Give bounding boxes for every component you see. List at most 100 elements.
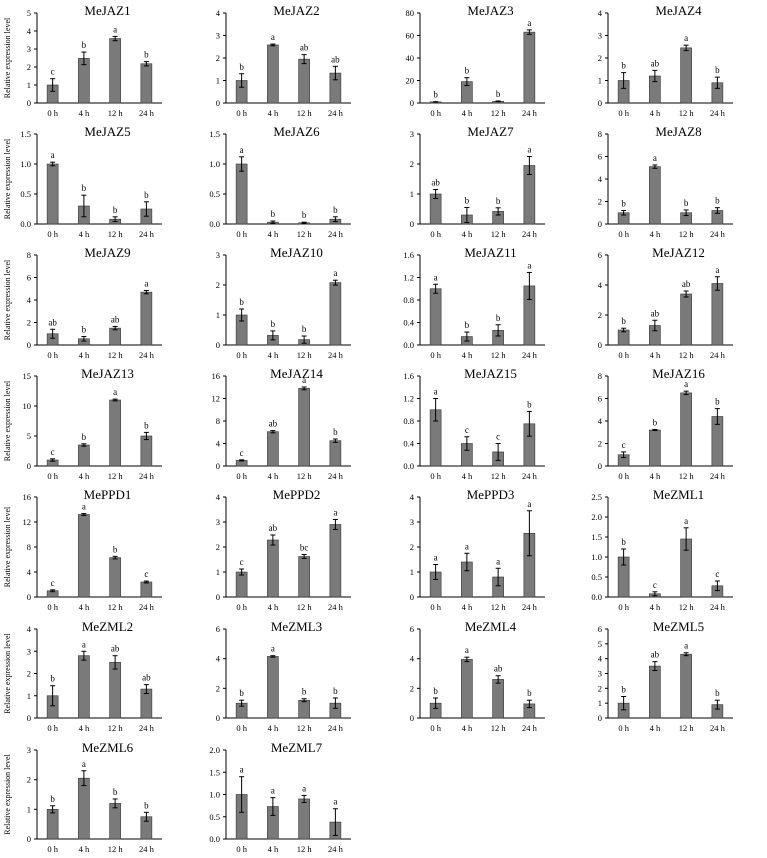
y-tick-label: 8 — [216, 416, 220, 426]
panel-mezml4: MeZML4 0 2 4 6 b 0 h a 4 h ab 12 h b 24 h — [410, 619, 545, 733]
x-tick-label: 4 h — [79, 723, 90, 733]
x-tick-label: 24 h — [710, 471, 726, 481]
x-tick-label: 4 h — [79, 844, 90, 854]
panel-mezml2: MeZML2 0 1 2 3 4 Relative expression level b 0 h… — [3, 619, 162, 733]
y-tick-label: 0 — [598, 219, 602, 229]
x-tick-label: 12 h — [297, 108, 313, 118]
bar — [78, 655, 90, 719]
panel-meppd2: MePPD2 0 1 2 3 4 c 0 h ab 4 h bc 12 h a 24 h — [216, 487, 351, 612]
significance-letter: b — [113, 787, 118, 797]
panel-title: MeJAZ6 — [273, 124, 320, 139]
y-tick-label: 0 — [27, 592, 31, 602]
x-tick-label: 12 h — [491, 602, 507, 612]
x-tick-label: 4 h — [268, 229, 279, 239]
x-tick-label: 0 h — [236, 844, 247, 854]
x-tick-label: 0 h — [236, 723, 247, 733]
x-tick-label: 4 h — [268, 108, 279, 118]
y-tick-label: 4 — [598, 8, 603, 18]
significance-letter: a — [527, 18, 531, 28]
panel-title: MeJAZ12 — [652, 245, 705, 260]
x-tick-label: 0 h — [618, 350, 629, 360]
y-tick-label: 1.5 — [209, 129, 220, 139]
x-tick-label: 4 h — [650, 602, 661, 612]
y-tick-label: 1.6 — [403, 371, 414, 381]
y-tick-label: 2 — [27, 775, 31, 785]
panel-title: MeZML1 — [653, 487, 704, 502]
y-tick-label: 0.8 — [403, 416, 414, 426]
panel-title: MePPD3 — [467, 487, 515, 502]
panel-title: MeJAZ8 — [655, 124, 701, 139]
y-tick-label: 5 — [27, 431, 31, 441]
x-tick-label: 12 h — [297, 602, 313, 612]
panel-title: MeJAZ5 — [84, 124, 130, 139]
y-tick-label: 0.0 — [209, 834, 220, 844]
x-tick-label: 4 h — [650, 350, 661, 360]
y-tick-label: 2 — [27, 62, 31, 72]
x-tick-label: 24 h — [710, 108, 726, 118]
significance-letter: a — [434, 387, 438, 397]
x-tick-label: 24 h — [328, 723, 344, 733]
x-tick-label: 12 h — [679, 108, 695, 118]
panel-mejaz10: MeJAZ10 0 1 2 3 b 0 h b 4 h b 12 h a 24 h — [216, 245, 351, 360]
significance-letter: b — [239, 297, 244, 307]
significance-letter: b — [715, 65, 720, 75]
y-tick-label: 3 — [598, 31, 602, 41]
x-tick-label: 12 h — [297, 350, 313, 360]
x-tick-label: 24 h — [522, 229, 538, 239]
significance-letter: ab — [111, 314, 120, 324]
significance-letter: ab — [142, 673, 151, 683]
panel-title: MeZML5 — [653, 619, 704, 634]
significance-letter: b — [433, 90, 438, 100]
significance-letter: a — [333, 797, 337, 807]
x-tick-label: 12 h — [491, 229, 507, 239]
y-axis-label: Relative expression level — [3, 380, 12, 461]
y-tick-label: 1 — [598, 698, 602, 708]
x-tick-label: 4 h — [79, 229, 90, 239]
y-tick-label: 5 — [598, 639, 602, 649]
y-tick-label: 2 — [410, 542, 414, 552]
y-tick-label: 0 — [216, 98, 220, 108]
y-tick-label: 4 — [598, 416, 603, 426]
panel-mejaz12: MeJAZ12 0 2 4 6 b 0 h ab 4 h ab 12 h a 24 h — [598, 245, 733, 360]
panel-mejaz1: MeJAZ1 0 1 2 3 4 5 Relative expression level c 0 … — [3, 3, 162, 118]
significance-letter: ab — [651, 650, 660, 660]
bar — [140, 435, 153, 467]
significance-letter: b — [496, 89, 501, 99]
significance-letter: c — [144, 569, 148, 579]
bar — [46, 163, 59, 225]
panel-title: MeJAZ4 — [655, 3, 702, 18]
y-tick-label: 3 — [410, 129, 414, 139]
y-tick-label: 0 — [27, 340, 31, 350]
significance-letter: b — [82, 40, 87, 50]
x-tick-label: 0 h — [430, 723, 441, 733]
y-tick-label: 12 — [23, 517, 32, 527]
y-tick-label: 4 — [216, 654, 221, 664]
y-tick-label: 1 — [27, 80, 31, 90]
significance-letter: a — [333, 268, 337, 278]
y-tick-label: 3 — [216, 250, 220, 260]
significance-letter: b — [333, 205, 338, 215]
y-tick-label: 1.0 — [209, 159, 220, 169]
panel-mejaz5: MeJAZ5 0.0 0.5 1.0 1.5 Relative expression le… — [3, 124, 162, 239]
significance-letter: b — [144, 50, 149, 60]
y-tick-label: 0.5 — [20, 189, 31, 199]
panel-mejaz2: MeJAZ2 0 1 2 3 4 b 0 h a 4 h ab 12 h ab 24 h — [216, 3, 351, 118]
y-tick-label: 40 — [406, 53, 415, 63]
x-tick-label: 0 h — [236, 602, 247, 612]
significance-letter: ab — [269, 523, 278, 533]
significance-letter: a — [434, 553, 438, 563]
y-tick-label: 0.0 — [403, 340, 414, 350]
x-tick-label: 24 h — [710, 602, 726, 612]
y-tick-label: 4 — [27, 567, 32, 577]
significance-letter: a — [302, 783, 306, 793]
panel-title: MeJAZ14 — [270, 366, 323, 381]
x-tick-label: 12 h — [108, 471, 124, 481]
y-tick-label: 2 — [598, 683, 602, 693]
y-tick-label: 6 — [27, 273, 31, 283]
x-tick-label: 12 h — [491, 471, 507, 481]
panel-mejaz3: MeJAZ3 0 20 40 60 80 b 0 h b 4 h b 12 h a 24 h — [406, 3, 545, 118]
significance-letter: a — [465, 645, 469, 655]
y-tick-label: 1 — [410, 189, 414, 199]
significance-letter: b — [82, 325, 87, 335]
y-tick-label: 0.4 — [403, 439, 414, 449]
